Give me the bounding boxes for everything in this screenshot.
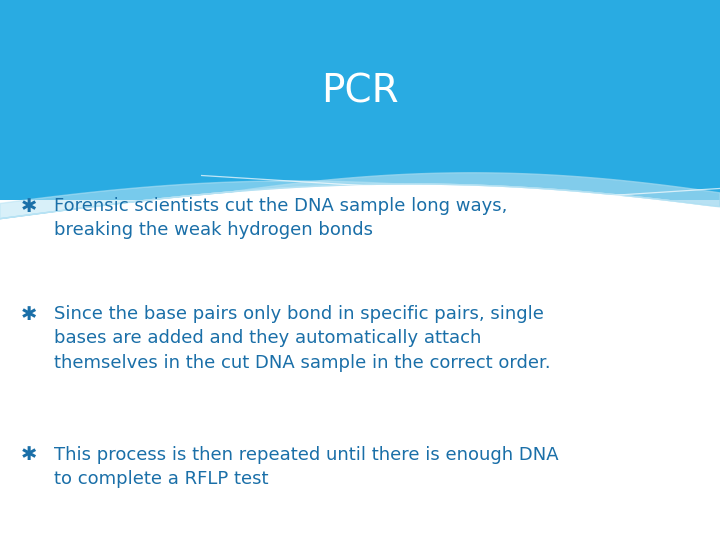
Text: Since the base pairs only bond in specific pairs, single
bases are added and the: Since the base pairs only bond in specif… bbox=[54, 305, 551, 372]
Text: PCR: PCR bbox=[321, 73, 399, 111]
Text: ✱: ✱ bbox=[21, 305, 37, 324]
Text: ✱: ✱ bbox=[21, 197, 37, 216]
Text: This process is then repeated until there is enough DNA
to complete a RFLP test: This process is then repeated until ther… bbox=[54, 446, 559, 488]
Text: Forensic scientists cut the DNA sample long ways,
breaking the weak hydrogen bon: Forensic scientists cut the DNA sample l… bbox=[54, 197, 508, 239]
Bar bbox=[0, 0, 720, 200]
Text: ✱: ✱ bbox=[21, 446, 37, 464]
